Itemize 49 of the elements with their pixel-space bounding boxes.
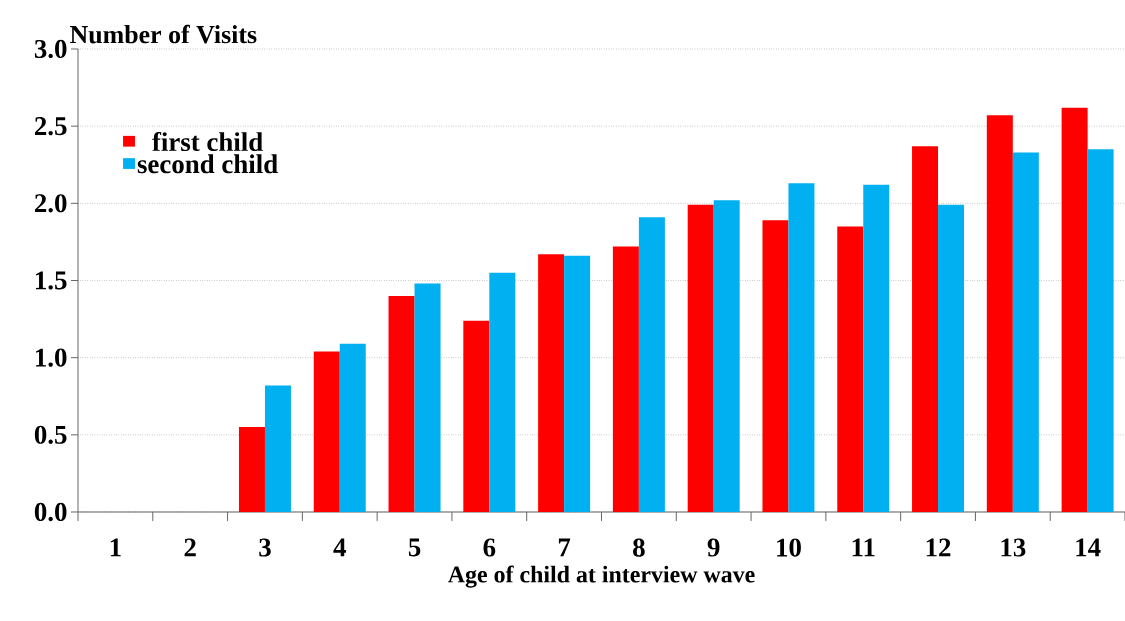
bar xyxy=(463,320,490,512)
bar xyxy=(612,246,639,512)
bar xyxy=(339,343,366,512)
x-axis-title: Age of child at interview wave xyxy=(448,565,755,588)
bar xyxy=(564,255,591,512)
bar xyxy=(687,204,714,512)
bar xyxy=(388,295,415,512)
x-tick-label: 9 xyxy=(707,538,720,557)
x-tick-label: 8 xyxy=(633,538,645,557)
bar xyxy=(489,272,516,512)
x-tick-label: 13 xyxy=(1001,538,1026,557)
x-tick-label: 4 xyxy=(333,538,346,557)
bar xyxy=(238,427,265,512)
bar xyxy=(938,204,965,512)
y-tick-label: 1.5 xyxy=(36,271,67,290)
bar xyxy=(863,184,890,512)
bar xyxy=(264,385,291,512)
x-tick-label: 11 xyxy=(852,538,875,557)
bar xyxy=(1087,149,1114,512)
x-tick-label: 10 xyxy=(777,538,801,557)
x-tick-label: 6 xyxy=(483,538,496,557)
bar xyxy=(638,217,665,512)
y-tick-label: 3.0 xyxy=(34,39,67,59)
bar xyxy=(713,200,740,512)
bar xyxy=(1012,152,1039,512)
y-tick-label: 2.5 xyxy=(34,117,67,136)
bar xyxy=(1061,107,1088,512)
bar xyxy=(313,351,340,512)
x-tick-label: 1 xyxy=(110,538,121,557)
x-tick-label: 3 xyxy=(259,538,271,557)
bar xyxy=(986,115,1013,512)
legend-label: second child xyxy=(137,154,278,174)
bar xyxy=(762,220,789,512)
x-tick-label: 7 xyxy=(558,538,571,557)
bar xyxy=(414,283,441,512)
bar xyxy=(837,226,864,512)
x-tick-label: 5 xyxy=(408,538,421,557)
bar xyxy=(912,146,939,512)
x-tick-label: 12 xyxy=(926,538,951,557)
y-tick-label: 2.0 xyxy=(34,194,67,213)
y-tick-label: 0.5 xyxy=(34,425,67,444)
y-tick-label: 0.0 xyxy=(34,502,67,522)
x-tick-label: 14 xyxy=(1076,538,1101,557)
bar xyxy=(788,183,815,512)
bar xyxy=(538,254,565,512)
x-tick-label: 2 xyxy=(184,538,196,557)
y-axis-title: Number of Visits xyxy=(70,24,257,44)
legend-label: first child xyxy=(152,131,263,152)
y-tick-label: 1.0 xyxy=(36,348,67,367)
